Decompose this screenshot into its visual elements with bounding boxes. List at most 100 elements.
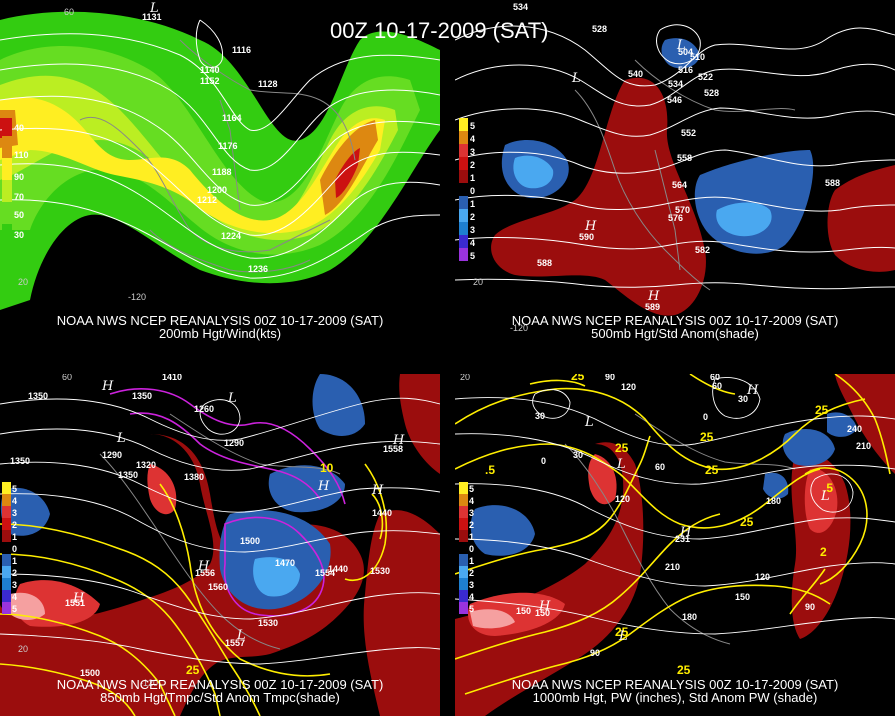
contour-label-582: 582 [695,245,710,255]
contour-label-60: 60 [710,374,720,382]
contour-label-1140: 1140 [200,65,220,75]
pw-label-25: 25 [705,463,719,477]
contour-label-60: 60 [712,381,722,391]
colorbar-label: 5 [469,484,474,494]
contour-label-180: 180 [766,496,781,506]
contour-label-30: 30 [738,394,748,404]
panel-500mb-anom: 534 528 504 510 516 522 528 540 534 546 … [455,0,895,342]
high-value-1557: 1557 [225,638,245,648]
contour-label-1260: 1260 [194,404,214,414]
contour-label-60: 60 [655,462,665,472]
low-pressure-center: L [227,391,237,406]
colorbar-anomaly: 5 4 3 2 1 0 1 2 3 4 5 [459,118,475,261]
panel-caption-line2: 850mb Hgt/Tmpc/Std Anom Tmpc(shade) [100,690,340,705]
colorbar-label: 3 [12,580,17,590]
colorbar-label: 3 [469,508,474,518]
high-value-589: 589 [645,302,660,312]
low-pressure-center: L [618,629,628,644]
colorbar-label: 0 [12,544,17,554]
contour-label-120: 120 [615,494,630,504]
low-pressure-center: L [149,1,159,16]
contour-labels: 534 528 504 510 516 522 528 540 534 546 … [473,2,840,333]
temperature-contours-yellow [0,463,388,716]
contour-label-576: 576 [668,213,683,223]
contour-label-1500: 1500 [80,668,100,678]
high-pressure-center: H [679,525,692,540]
contour-label-564: 564 [672,180,687,190]
contour-label-1350: 1350 [28,391,48,401]
contour-label-1128: 1128 [258,79,278,89]
low-pressure-center: L [676,38,686,53]
coastlines [99,413,341,650]
colorbar-label: 3 [469,580,474,590]
low-pressure-center: L [116,431,126,446]
panel-caption-line2: 500mb Hgt/Std Anom(shade) [591,326,759,341]
temp-label-25: 25 [186,663,200,677]
contour-label-1236: 1236 [248,264,268,274]
map-850mb-temp: 1410 1350 1350 1260 1290 1350 1320 1380 … [0,374,440,716]
high-value-590: 590 [579,232,594,242]
anomaly-shading [491,38,895,316]
colorbar-label: 2 [469,568,474,578]
high-pressure-center: H [72,591,85,606]
contour-label-1212: 1212 [197,195,217,205]
colorbar-label: 1 [12,532,17,542]
high-pressure-center: H [647,289,660,304]
low-pressure-center: L [236,628,246,643]
colorbar-label: 1 [470,199,475,209]
contour-label-240: 240 [847,424,862,434]
colorbar-label: 4 [470,238,475,248]
lat-label-20: 20 [18,277,28,287]
colorbar-label: 1 [12,556,17,566]
colorbar-label: 50 [14,210,24,220]
panel-200mb-wind: 1116 1140 1152 1128 1164 1176 1188 1200 … [0,0,440,342]
high-pressure-center: H [317,479,330,494]
contour-label-150: 150 [516,606,531,616]
colorbar-label: 0 [470,186,475,196]
panel-caption-line1: NOAA NWS NCEP REANALYSIS 00Z 10-17-2009 … [511,313,839,328]
high-pressure-center: H [746,383,759,398]
contour-label-1560: 1560 [208,582,228,592]
contour-label-180: 180 [682,612,697,622]
contour-label-0: 0 [541,456,546,466]
temperature-contours-magenta [109,388,346,617]
contour-label-1200: 1200 [207,185,227,195]
high-pressure-center: H [371,483,384,498]
colorbar-label: 5 [470,121,475,131]
colorbar-label: 1 [470,173,475,183]
pw-label-25: 25 [615,625,629,639]
contour-label-588: 588 [537,258,552,268]
contour-label-1530: 1530 [258,618,278,628]
colorbar-label: 4 [12,496,17,506]
map-500mb-anom: 534 528 504 510 516 522 528 540 534 546 … [455,0,895,342]
colorbar-label: 5 [469,604,474,614]
colorbar-label: 3 [12,508,17,518]
contour-label-588: 588 [825,178,840,188]
contour-label-570: 570 [675,205,690,215]
contour-label-552: 552 [681,128,696,138]
high-pressure-center: H [197,559,210,574]
contour-label-120: 120 [621,382,636,392]
colorbar-label: 5 [12,484,17,494]
colorbar-label: 90 [14,172,24,182]
contour-label-1440: 1440 [372,508,392,518]
low-pressure-center: L [584,415,594,430]
lat-label-20: 20 [18,644,28,654]
colorbar-anomaly: 5 4 3 2 1 0 1 2 3 4 5 [2,482,17,614]
contour-label-558: 558 [677,153,692,163]
panel-caption-line2: 200mb Hgt/Wind(kts) [158,326,282,341]
pw-label-25: 25 [571,374,585,383]
low-pressure-center: L [571,71,581,86]
height-contours [0,19,440,279]
pw-label-25: 25 [677,663,691,677]
colorbar-label: 30 [14,230,24,240]
colorbar-label: 4 [469,592,474,602]
colorbar-wind: 40 110 90 70 50 30 [2,118,29,246]
contour-label-522: 522 [698,72,713,82]
contour-label-528: 528 [704,88,719,98]
contour-label-1410: 1410 [162,374,182,382]
pw-label-half: .5 [823,481,833,495]
contour-label-120: 120 [755,572,770,582]
contour-label-510: 510 [690,52,705,62]
